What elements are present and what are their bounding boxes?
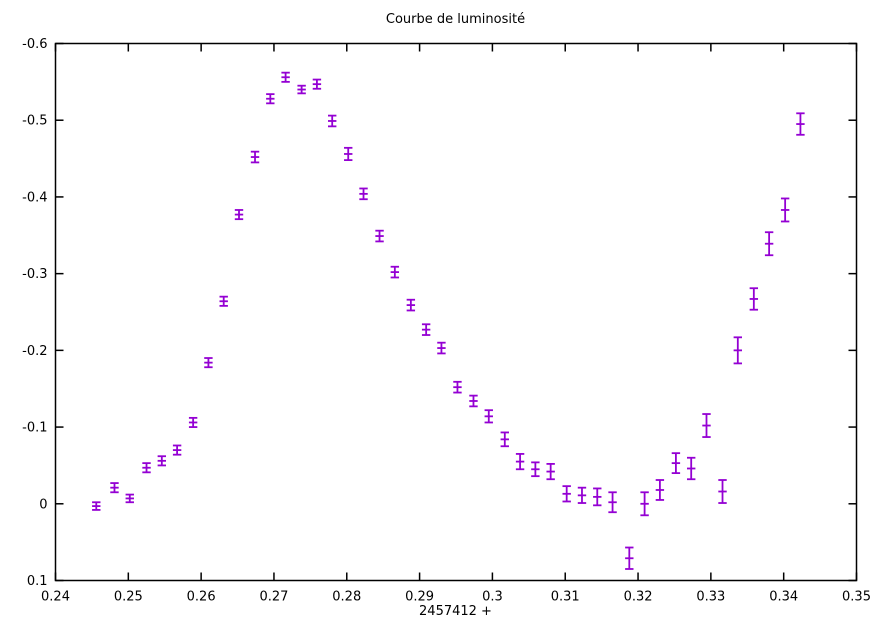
x-tick-label: 0.32 <box>624 590 653 605</box>
x-tick-label: 0.24 <box>41 590 70 605</box>
x-axis-label: 2457412 + <box>419 604 492 619</box>
x-tick-label: 0.28 <box>332 590 361 605</box>
plot-border <box>54 42 858 582</box>
x-tick-label: 0.27 <box>259 590 288 605</box>
x-tick-label: 0.29 <box>405 590 434 605</box>
y-tick-label: -0.1 <box>22 421 47 436</box>
x-tick-label: 0.31 <box>551 590 580 605</box>
y-tick-label: -0.3 <box>22 267 47 282</box>
x-tick-label: 0.26 <box>187 590 216 605</box>
y-tick-label: 0 <box>39 497 47 512</box>
x-tick-label: 0.34 <box>769 590 798 605</box>
chart-title: Courbe de luminosité <box>385 12 526 27</box>
y-tick-label: 0.1 <box>27 574 48 589</box>
y-tick-label: -0.4 <box>22 190 47 205</box>
x-tick-label: 0.3 <box>482 590 503 605</box>
x-tick-label: 0.35 <box>842 590 871 605</box>
y-tick-label: -0.2 <box>22 344 47 359</box>
y-tick-label: -0.6 <box>22 37 47 52</box>
x-tick-label: 0.33 <box>696 590 725 605</box>
x-tick-label: 0.25 <box>114 590 143 605</box>
y-tick-label: -0.5 <box>22 114 47 129</box>
